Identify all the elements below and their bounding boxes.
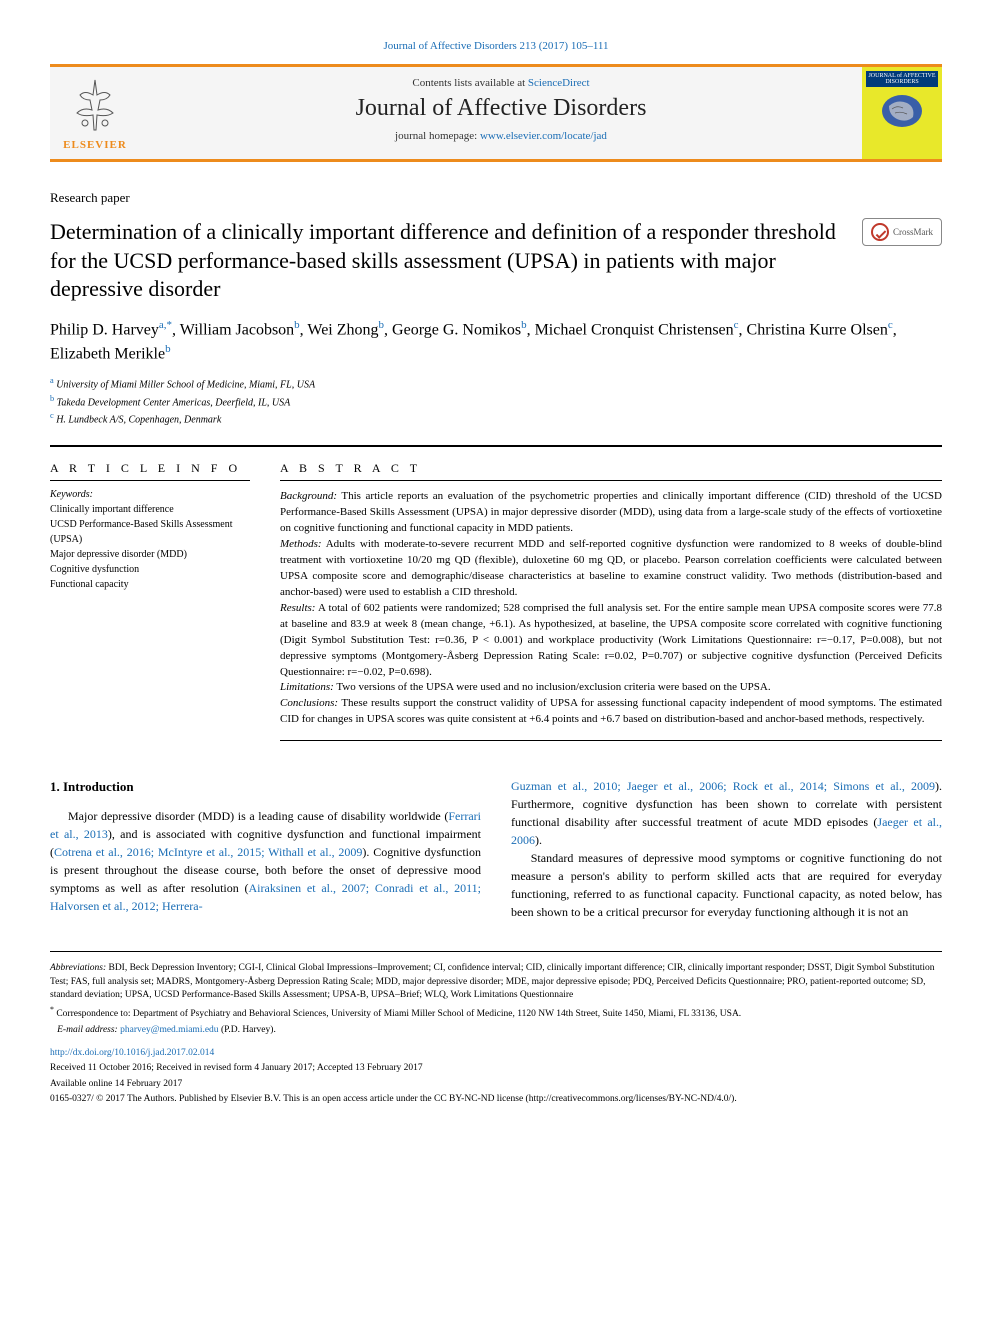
crossmark-badge[interactable]: CrossMark (862, 218, 942, 246)
intro-column-left: 1. Introduction Major depressive disorde… (50, 777, 481, 921)
keyword-item: UCSD Performance-Based Skills Assessment… (50, 517, 250, 547)
keyword-item: Functional capacity (50, 577, 250, 592)
journal-title: Journal of Affective Disorders (140, 95, 862, 122)
article-info-sidebar: A R T I C L E I N F O Keywords: Clinical… (50, 461, 250, 741)
intro-para-2: Guzman et al., 2010; Jaeger et al., 2006… (511, 777, 942, 921)
corresponding-email[interactable]: pharvey@med.miami.edu (120, 1025, 218, 1035)
email-label: E-mail address: (57, 1025, 118, 1035)
affiliation-item: a University of Miami Miller School of M… (50, 375, 942, 392)
abstract-section: Results: A total of 602 patients were ra… (280, 601, 942, 681)
journal-homepage-link[interactable]: www.elsevier.com/locate/jad (480, 130, 607, 142)
abstract-section: Background: This article reports an eval… (280, 489, 942, 537)
affiliation-item: b Takeda Development Center Americas, De… (50, 393, 942, 410)
journal-header: ELSEVIER Contents lists available at Sci… (50, 64, 942, 162)
sciencedirect-link[interactable]: ScienceDirect (528, 77, 590, 89)
keyword-item: Cognitive dysfunction (50, 562, 250, 577)
keywords-label: Keywords: (50, 489, 250, 500)
cover-title: JOURNAL of AFFECTIVE DISORDERS (866, 71, 938, 87)
abbrev-text: BDI, Beck Depression Inventory; CGI-I, C… (50, 963, 934, 1000)
abstract-heading: A B S T R A C T (280, 461, 942, 481)
keyword-item: Clinically important difference (50, 502, 250, 517)
author-list: Philip D. Harveya,*, William Jacobsonb, … (50, 318, 942, 365)
homepage-prefix: journal homepage: (395, 130, 480, 142)
publisher-logo: ELSEVIER (50, 67, 140, 159)
article-info-heading: A R T I C L E I N F O (50, 461, 250, 481)
doi-link[interactable]: http://dx.doi.org/10.1016/j.jad.2017.02.… (50, 1048, 214, 1058)
abbrev-label: Abbreviations: (50, 963, 106, 973)
received-dates: Received 11 October 2016; Received in re… (50, 1062, 942, 1075)
elsevier-tree-icon (65, 75, 125, 135)
abstract-section: Limitations: Two versions of the UPSA we… (280, 680, 942, 696)
article-title: Determination of a clinically important … (50, 218, 862, 304)
introduction-heading: 1. Introduction (50, 777, 481, 797)
journal-homepage-line: journal homepage: www.elsevier.com/locat… (140, 130, 862, 142)
copyright-line: 0165-0327/ © 2017 The Authors. Published… (50, 1093, 942, 1106)
contents-available-line: Contents lists available at ScienceDirec… (140, 77, 862, 89)
footer: Abbreviations: BDI, Beck Depression Inve… (50, 951, 942, 1106)
affiliation-item: c H. Lundbeck A/S, Copenhagen, Denmark (50, 410, 942, 427)
available-date: Available online 14 February 2017 (50, 1078, 942, 1091)
intro-column-right: Guzman et al., 2010; Jaeger et al., 2006… (511, 777, 942, 921)
publisher-name: ELSEVIER (63, 139, 127, 151)
email-suffix: (P.D. Harvey). (221, 1025, 276, 1035)
contents-prefix: Contents lists available at (412, 77, 527, 89)
abstract: A B S T R A C T Background: This article… (280, 461, 942, 741)
crossmark-icon (871, 223, 889, 241)
top-citation[interactable]: Journal of Affective Disorders 213 (2017… (50, 40, 942, 52)
journal-cover-thumbnail: JOURNAL of AFFECTIVE DISORDERS (862, 67, 942, 159)
article-type: Research paper (50, 190, 942, 206)
abstract-section: Methods: Adults with moderate-to-severe … (280, 537, 942, 601)
intro-para-1: Major depressive disorder (MDD) is a lea… (50, 807, 481, 915)
abstract-section: Conclusions: These results support the c… (280, 696, 942, 728)
cover-brain-icon (877, 91, 927, 135)
corr-symbol: * (50, 1005, 54, 1014)
corr-text: Correspondence to: Department of Psychia… (56, 1009, 741, 1019)
affiliations: a University of Miami Miller School of M… (50, 375, 942, 427)
crossmark-label: CrossMark (893, 227, 933, 237)
keyword-item: Major depressive disorder (MDD) (50, 547, 250, 562)
